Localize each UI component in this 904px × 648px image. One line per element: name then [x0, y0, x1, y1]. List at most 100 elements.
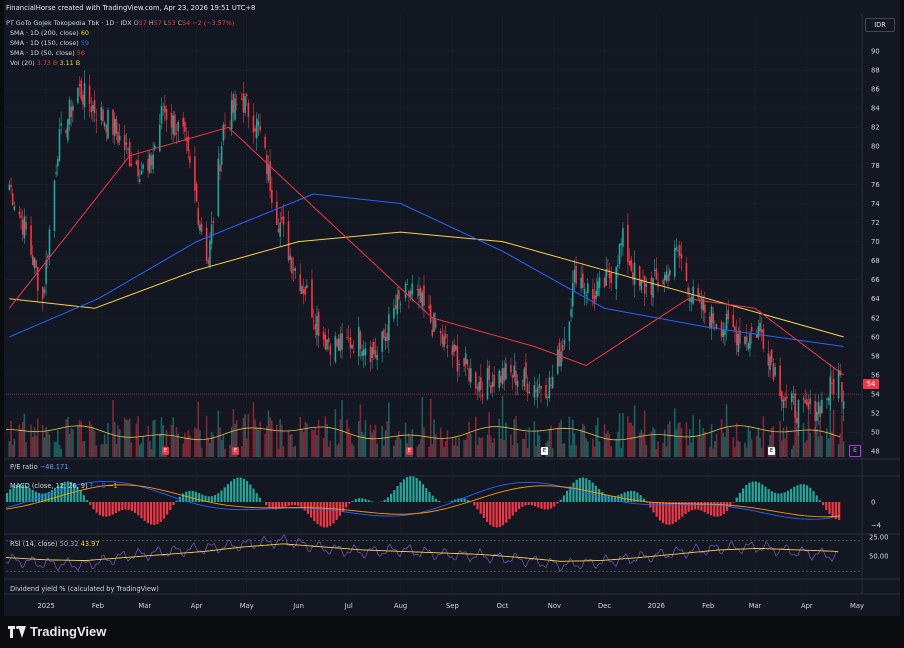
- volume-bar: [153, 419, 156, 457]
- volume-bar: [804, 442, 806, 457]
- candle-body: [687, 287, 689, 295]
- macd-histogram-bar: [646, 502, 649, 503]
- volume-bar: [259, 421, 261, 457]
- volume-bar: [311, 428, 313, 457]
- candle-body: [217, 158, 220, 217]
- volume-bar: [558, 423, 561, 457]
- candle-body: [329, 345, 332, 355]
- macd-histogram-bar: [111, 502, 114, 515]
- sma200-value: 60: [80, 29, 89, 37]
- price-tick-label: 64: [871, 295, 880, 303]
- candle-body: [772, 363, 775, 380]
- candle-body: [750, 326, 753, 332]
- macd-histogram-bar: [214, 495, 217, 502]
- macd-histogram-bar: [623, 492, 626, 502]
- macd-histogram-bar: [537, 502, 540, 508]
- candle-body: [806, 399, 808, 406]
- macd-histogram-bar: [402, 479, 405, 502]
- candle-body: [451, 345, 454, 356]
- candle-body: [232, 93, 235, 113]
- symbol-legend[interactable]: PT GoTo Gojek Tokopedia Tbk · 1D · IDX O…: [6, 18, 234, 28]
- candle-body: [423, 285, 425, 306]
- candle-body: [769, 356, 771, 370]
- volume-bar: [113, 421, 116, 457]
- candle-body: [441, 334, 444, 344]
- volume-bar: [587, 441, 589, 457]
- volume-bar: [142, 436, 144, 457]
- sma50-legend[interactable]: SMA · 1D (50, close) 56: [10, 48, 85, 58]
- candle-body: [252, 115, 255, 133]
- volume-bar: [556, 427, 559, 457]
- candle-body: [57, 159, 59, 167]
- macd-histogram-bar: [655, 502, 658, 517]
- candle-body: [384, 336, 387, 342]
- macd-histogram-bar: [498, 502, 501, 527]
- macd-histogram-bar: [482, 502, 485, 518]
- sma150-legend[interactable]: SMA · 1D (150, close) 59: [10, 38, 89, 48]
- price-tick-label: 48: [871, 448, 880, 456]
- candle-body: [205, 227, 208, 261]
- candle-body: [540, 385, 542, 390]
- volume-bar: [632, 425, 634, 457]
- candle-body: [819, 405, 822, 418]
- sma200-legend[interactable]: SMA · 1D (200, close) 60: [10, 28, 89, 38]
- volume-bar: [93, 431, 96, 457]
- pe-legend[interactable]: P/E ratio −48.171: [10, 463, 68, 471]
- volume-bar: [200, 447, 203, 457]
- price-tick-label: 56: [871, 371, 880, 379]
- candle-body: [511, 375, 514, 379]
- volume-bar: [25, 442, 27, 457]
- sma50-value: 56: [76, 49, 85, 57]
- earnings-event-4[interactable]: E: [541, 447, 548, 455]
- candle-body: [745, 336, 748, 343]
- volume-bar: [240, 445, 243, 457]
- candle-body: [481, 394, 484, 398]
- volume-bar: [152, 420, 154, 457]
- price-tick-label: 82: [871, 124, 880, 132]
- volume-bar: [185, 436, 188, 457]
- candle-body: [174, 114, 176, 136]
- price-tick-label: 76: [871, 181, 880, 189]
- macd-histogram-bar: [345, 502, 348, 508]
- macd-histogram-bar: [713, 502, 716, 517]
- macd-histogram-bar: [492, 502, 495, 527]
- macd-histogram-bar: [121, 502, 124, 511]
- macd-histogram-bar: [476, 502, 479, 510]
- dividend-legend[interactable]: Dividend yield % (calculated by TradingV…: [10, 585, 159, 593]
- candle-body: [546, 397, 549, 399]
- candle-body: [603, 278, 606, 288]
- candle-body: [433, 312, 435, 332]
- volume-legend[interactable]: Vol (20) 3.73 B 3.11 B: [10, 58, 80, 68]
- macd-legend[interactable]: MACD (close, 12, 26, 9) 1 −0 −1: [10, 482, 118, 490]
- macd-histogram-bar: [796, 485, 799, 502]
- candle-body: [785, 396, 788, 399]
- earnings-event-3[interactable]: E: [406, 447, 413, 455]
- currency-badge[interactable]: IDR: [865, 18, 895, 32]
- macd-histogram-bar: [514, 502, 517, 513]
- earnings-event-2[interactable]: E: [232, 447, 239, 455]
- candle-body: [587, 283, 589, 294]
- volume-bar: [45, 426, 47, 457]
- macd-histogram-bar: [25, 485, 28, 502]
- volume-bar: [802, 423, 805, 457]
- price-tick-label: 78: [871, 162, 880, 170]
- earnings-event-1[interactable]: E: [162, 447, 169, 455]
- candle-body: [797, 399, 800, 428]
- earnings-event-5[interactable]: E: [768, 447, 775, 455]
- volume-bar: [371, 432, 373, 457]
- volume-bar: [60, 448, 62, 457]
- candle-body: [10, 184, 12, 188]
- volume-bar: [127, 419, 129, 457]
- candle-body: [744, 336, 746, 345]
- candle-body: [749, 333, 751, 349]
- macd-histogram-bar: [15, 484, 18, 502]
- volume-bar: [72, 429, 74, 457]
- rsi-legend[interactable]: RSI (14, close) 50.32 43.97: [10, 540, 100, 548]
- volume-bar: [617, 431, 619, 457]
- candle-body: [628, 260, 631, 265]
- events-axis-icon[interactable]: E: [849, 445, 861, 457]
- volume-bar: [396, 435, 399, 457]
- candle-body: [458, 364, 460, 365]
- candle-body: [476, 386, 479, 390]
